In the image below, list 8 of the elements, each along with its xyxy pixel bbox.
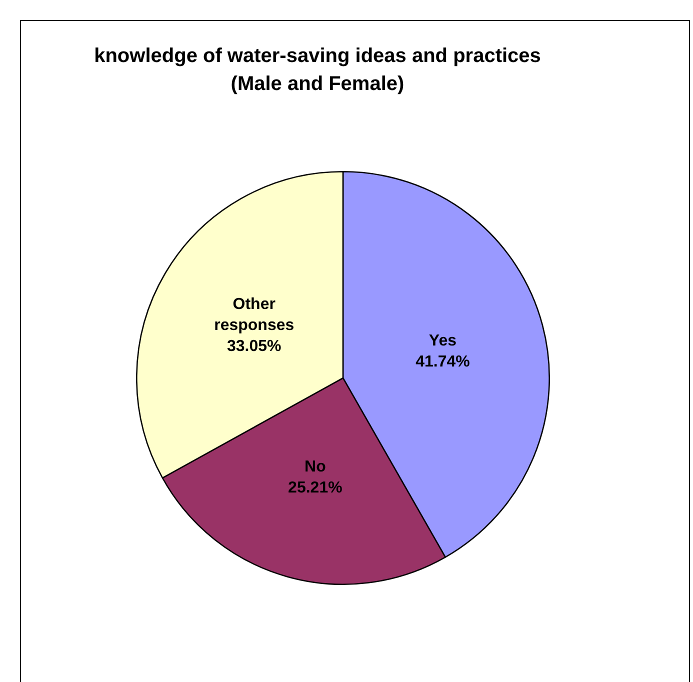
chart-subtitle: (Male and Female) [230,72,406,97]
chart-title: knowledge of water-saving ideas and practices [93,44,542,69]
slice-label: Other responses [214,296,294,334]
data-label: 25.21% [288,479,342,496]
data-label: 41.74% [416,353,470,370]
data-label: 33.05% [226,338,282,356]
slice-label: Yes [428,332,457,350]
slice-label: No [304,458,326,476]
